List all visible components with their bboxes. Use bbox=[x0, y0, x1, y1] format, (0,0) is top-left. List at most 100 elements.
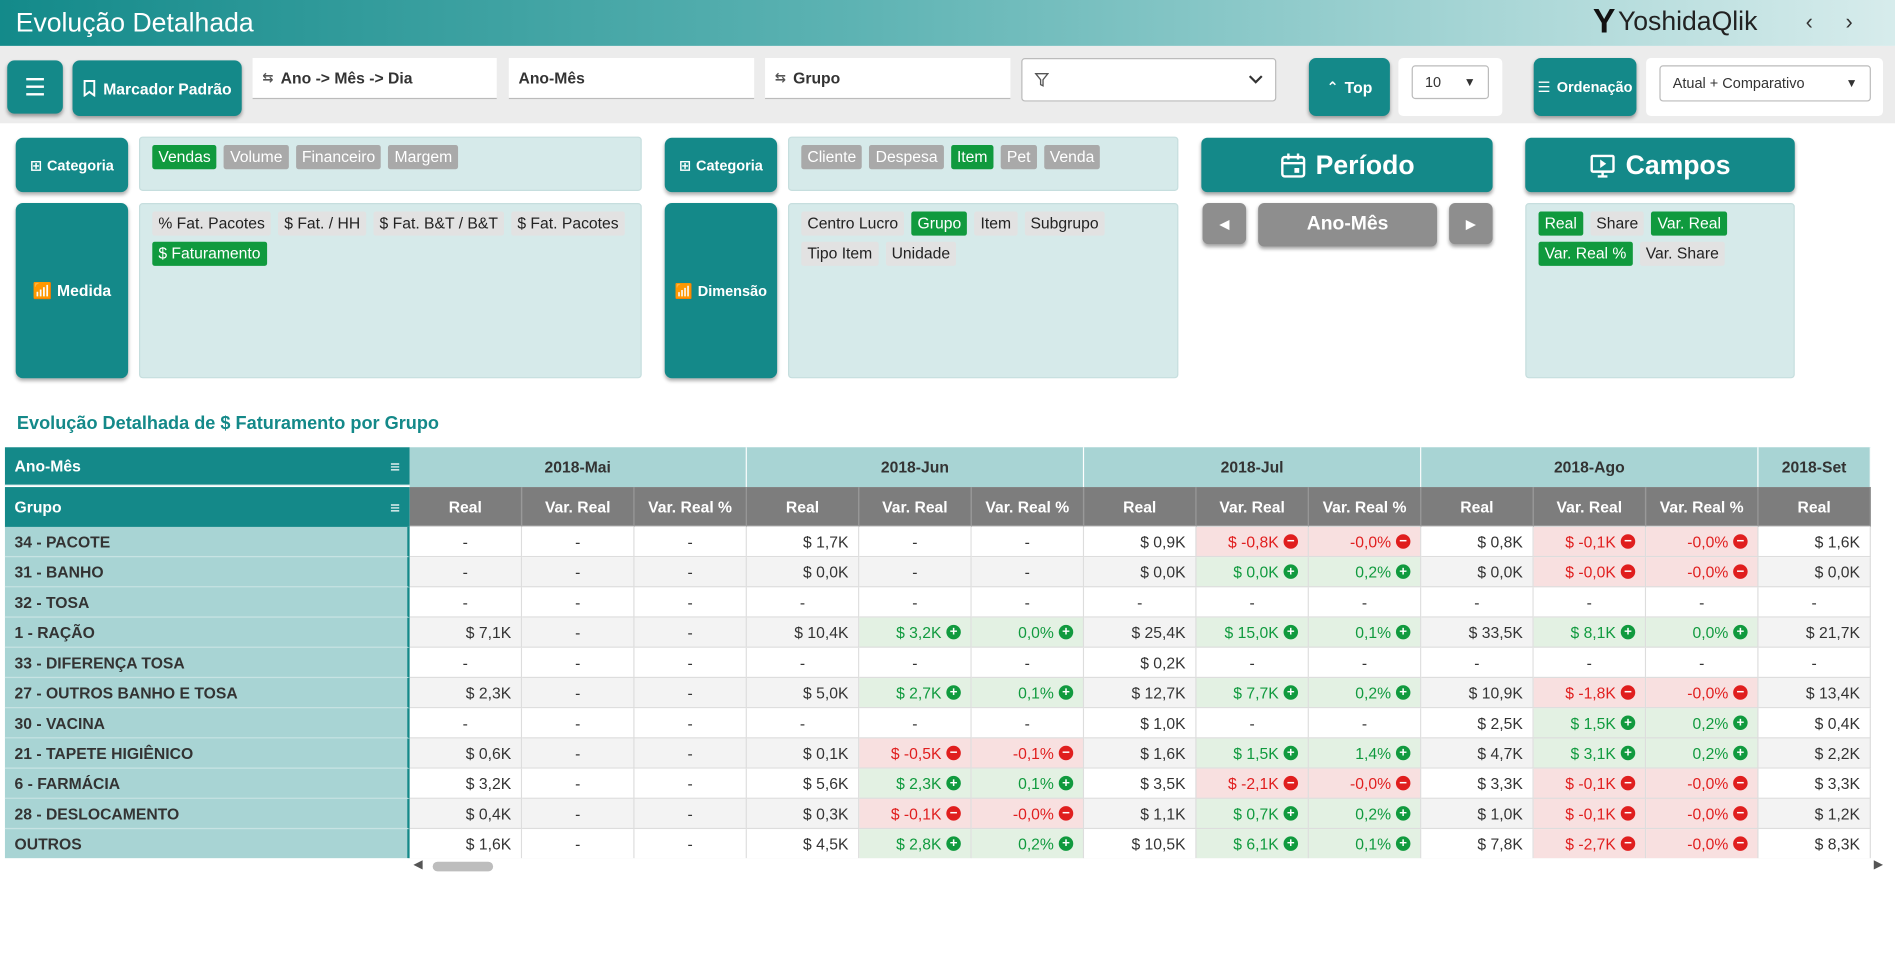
chip-financeiro[interactable]: Financeiro bbox=[295, 145, 382, 170]
chip-pet[interactable]: Pet bbox=[1000, 145, 1037, 170]
cell-value: -0,0% bbox=[1350, 532, 1392, 551]
month-header[interactable]: 2018-Jun bbox=[746, 447, 1085, 488]
cell-value: - bbox=[575, 743, 581, 763]
table-row-label[interactable]: 30 - VACINA bbox=[4, 708, 410, 739]
chip-real[interactable]: Real bbox=[1538, 211, 1583, 236]
measure-header[interactable]: Real bbox=[1421, 487, 1534, 527]
chip-item[interactable]: Item bbox=[950, 145, 994, 170]
table-cell: $ 4,7K bbox=[1421, 738, 1534, 769]
table-row-label[interactable]: OUTROS bbox=[4, 829, 410, 859]
table-row-label[interactable]: 28 - DESLOCAMENTO bbox=[4, 798, 410, 830]
table-row-label[interactable]: 27 - OUTROS BANHO E TOSA bbox=[4, 678, 410, 709]
chip-vendas[interactable]: Vendas bbox=[152, 145, 217, 170]
chip-subgrupo[interactable]: Subgrupo bbox=[1024, 211, 1105, 236]
cell-value: - bbox=[575, 774, 581, 793]
measure-header[interactable]: Var. Real bbox=[859, 487, 972, 527]
period-prev-button[interactable]: ◀ bbox=[1202, 203, 1247, 245]
chip-fat-pacotes[interactable]: % Fat. Pacotes bbox=[152, 211, 271, 236]
plus-circle-icon: + bbox=[1733, 715, 1748, 730]
order-dropdown[interactable]: Atual + Comparativo ▼ bbox=[1659, 65, 1871, 102]
scroll-right-icon[interactable]: ▶ bbox=[1873, 858, 1883, 872]
chip-var-real[interactable]: Var. Real bbox=[1651, 211, 1728, 236]
measure-header[interactable]: Var. Real % bbox=[1308, 487, 1422, 527]
scroll-thumb[interactable] bbox=[432, 861, 494, 872]
month-header[interactable]: 2018-Ago bbox=[1421, 447, 1759, 488]
dim-header-grupo[interactable]: Grupo ≡ bbox=[4, 487, 410, 527]
chip-fat-hh[interactable]: $ Fat. / HH bbox=[278, 211, 367, 236]
chip-var-share[interactable]: Var. Share bbox=[1639, 241, 1725, 266]
horizontal-scrollbar[interactable]: ◀ ▶ bbox=[413, 858, 1883, 875]
measure-header[interactable]: Real bbox=[1084, 487, 1197, 527]
hamburger-icon[interactable]: ≡ bbox=[390, 497, 401, 517]
chip-fat-b-t-b-t[interactable]: $ Fat. B&T / B&T bbox=[373, 211, 505, 236]
chip-venda[interactable]: Venda bbox=[1043, 145, 1101, 170]
chip-cliente[interactable]: Cliente bbox=[801, 145, 863, 170]
chip-tipo-item[interactable]: Tipo Item bbox=[801, 241, 879, 266]
order-button[interactable]: ☰ Ordenação bbox=[1533, 58, 1637, 117]
campos-label: Campos bbox=[1625, 149, 1731, 180]
cell-value: 0,1% bbox=[1355, 834, 1392, 853]
previous-sheet-button[interactable]: ‹ bbox=[1805, 9, 1813, 34]
measure-header[interactable]: Real bbox=[1758, 487, 1871, 527]
hierarchy-field[interactable]: ⇆ Ano -> Mês -> Dia bbox=[252, 58, 497, 100]
bookmark-button[interactable]: Marcador Padrão bbox=[72, 60, 242, 117]
table-row-label[interactable]: 21 - TAPETE HIGIÊNICO bbox=[4, 738, 410, 769]
chip-volume[interactable]: Volume bbox=[224, 145, 289, 170]
chip-item[interactable]: Item bbox=[974, 211, 1018, 236]
table-row-label[interactable]: 1 - RAÇÃO bbox=[4, 617, 410, 648]
period-value-button[interactable]: Ano-Mês bbox=[1258, 203, 1438, 247]
dimensao-button[interactable]: 📶 Dimensão bbox=[664, 203, 778, 379]
chip-var-real[interactable]: Var. Real % bbox=[1538, 241, 1633, 266]
top-value-dropdown[interactable]: 10 ▼ bbox=[1411, 65, 1489, 100]
filter-dropdown[interactable] bbox=[1021, 58, 1277, 102]
hamburger-icon[interactable]: ≡ bbox=[390, 456, 401, 476]
table-cell: $ 1,2K bbox=[1758, 798, 1871, 830]
next-sheet-button[interactable]: › bbox=[1845, 9, 1853, 34]
measure-header[interactable]: Var. Real % bbox=[971, 487, 1085, 527]
campos-button[interactable]: Campos bbox=[1525, 137, 1795, 193]
table-cell: - bbox=[1084, 587, 1197, 618]
top-button[interactable]: ⌃ Top bbox=[1308, 58, 1390, 117]
measure-header[interactable]: Real bbox=[409, 487, 523, 527]
cell-value: - bbox=[575, 623, 581, 642]
bar-chart-icon: 📶 bbox=[674, 282, 693, 300]
scroll-left-icon[interactable]: ◀ bbox=[413, 858, 423, 872]
period-field-label: Ano-Mês bbox=[518, 68, 585, 88]
dim-header-ano-mes[interactable]: Ano-Mês ≡ bbox=[4, 447, 410, 486]
periodo-button[interactable]: Período bbox=[1201, 137, 1493, 193]
chip-fat-pacotes[interactable]: $ Fat. Pacotes bbox=[511, 211, 625, 236]
measure-header[interactable]: Var. Real bbox=[522, 487, 635, 527]
group-field[interactable]: ⇆ Grupo bbox=[765, 58, 1011, 100]
chip-centro-lucro[interactable]: Centro Lucro bbox=[801, 211, 905, 236]
categoria-button-right[interactable]: ⊞ Categoria bbox=[664, 137, 778, 193]
cell-value: $ 1,0K bbox=[1140, 713, 1186, 732]
table-row-label[interactable]: 34 - PACOTE bbox=[4, 526, 410, 558]
chip-grupo[interactable]: Grupo bbox=[911, 211, 968, 236]
month-header[interactable]: 2018-Jul bbox=[1084, 447, 1422, 488]
table-cell: $ 5,0K bbox=[746, 678, 860, 709]
measure-header[interactable]: Real bbox=[746, 487, 860, 527]
measure-header[interactable]: Var. Real % bbox=[634, 487, 747, 527]
month-header[interactable]: 2018-Set bbox=[1758, 447, 1871, 488]
table-row-label[interactable]: 6 - FARMÁCIA bbox=[4, 768, 410, 799]
minus-circle-icon: − bbox=[1733, 685, 1748, 700]
table-row-label[interactable]: 32 - TOSA bbox=[4, 587, 410, 618]
period-next-button[interactable]: ▶ bbox=[1449, 203, 1493, 245]
chip-faturamento[interactable]: $ Faturamento bbox=[152, 241, 267, 266]
chip-share[interactable]: Share bbox=[1590, 211, 1645, 236]
cell-value: $ 2,8K bbox=[896, 834, 942, 853]
medida-button[interactable]: 📶 Medida bbox=[15, 203, 129, 379]
measure-header[interactable]: Var. Real bbox=[1196, 487, 1309, 527]
table-row-label[interactable]: 33 - DIFERENÇA TOSA bbox=[4, 647, 410, 679]
categoria-button-left[interactable]: ⊞ Categoria bbox=[15, 137, 129, 193]
measure-header[interactable]: Var. Real % bbox=[1646, 487, 1759, 527]
table-row-label[interactable]: 31 - BANHO bbox=[4, 557, 410, 588]
period-field[interactable]: Ano-Mês bbox=[508, 58, 755, 100]
measure-header[interactable]: Var. Real bbox=[1533, 487, 1647, 527]
periodo-label: Período bbox=[1315, 149, 1415, 180]
month-header[interactable]: 2018-Mai bbox=[409, 447, 747, 488]
chip-unidade[interactable]: Unidade bbox=[885, 241, 957, 266]
menu-button[interactable]: ☰ bbox=[7, 60, 63, 114]
chip-margem[interactable]: Margem bbox=[388, 145, 459, 170]
chip-despesa[interactable]: Despesa bbox=[869, 145, 944, 170]
